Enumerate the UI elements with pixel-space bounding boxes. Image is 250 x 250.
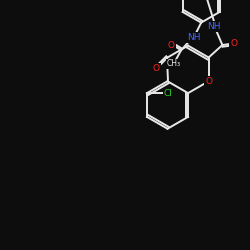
Text: NH: NH bbox=[187, 33, 200, 42]
Text: O: O bbox=[205, 77, 212, 86]
Text: NH: NH bbox=[207, 22, 220, 31]
Text: CH₃: CH₃ bbox=[166, 59, 181, 68]
Text: O: O bbox=[153, 64, 160, 73]
Text: O: O bbox=[230, 39, 237, 48]
Text: Cl: Cl bbox=[164, 89, 172, 98]
Text: O: O bbox=[168, 40, 175, 50]
